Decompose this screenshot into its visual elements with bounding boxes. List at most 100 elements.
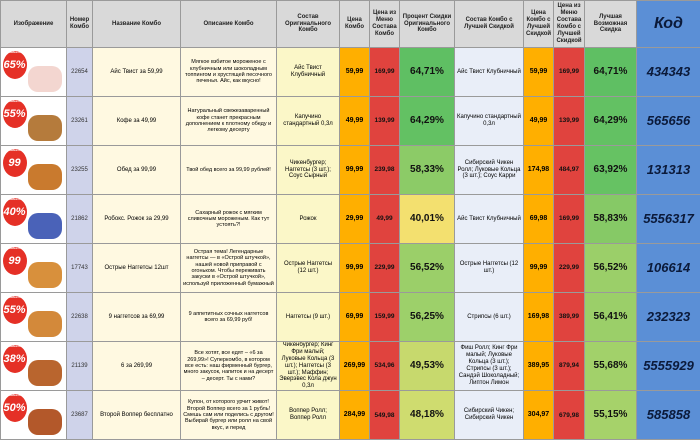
promo-code: 585858	[637, 391, 700, 440]
best-menu-price: 169,99	[554, 195, 585, 244]
promo-code: 5555929	[637, 342, 700, 391]
promo-image: Скидка до 50%	[2, 392, 66, 439]
combo-number: 17743	[67, 244, 93, 293]
promo-code: 106614	[637, 244, 700, 293]
food-image	[28, 213, 62, 239]
best-contents: Айс Твист Клубничный	[455, 195, 524, 244]
badge-value: 50%	[3, 402, 25, 414]
combo-number: 23687	[67, 391, 93, 440]
badge-caption: Скидка до	[3, 344, 27, 349]
best-menu-price: 139,99	[554, 97, 585, 146]
header-orig-discount: Процент Скидки Оригинального Комбо	[400, 1, 455, 48]
header-row: Изображение Номер Комбо Название Комбо О…	[1, 1, 700, 48]
best-price: 69,98	[524, 195, 554, 244]
best-discount: 64,29%	[585, 97, 637, 146]
promo-image: Скидка до 38%	[2, 343, 66, 390]
best-menu-price: 169,99	[554, 48, 585, 97]
menu-price: 159,99	[370, 293, 400, 342]
orig-contents: Воппер Ролл; Воппер Ролл	[277, 391, 340, 440]
combo-price: 69,99	[340, 293, 370, 342]
badge-value: 55%	[3, 108, 25, 120]
header-best-discount: Лучшая Возможная Скидка	[585, 1, 637, 48]
header-code: Код	[637, 1, 700, 48]
menu-price: 534,96	[370, 342, 400, 391]
orig-discount: 64,29%	[400, 97, 455, 146]
badge-value: 99	[8, 255, 20, 267]
header-best-contents: Состав Комбо с Лучшей Скидкой	[455, 1, 524, 48]
best-menu-price: 679,98	[554, 391, 585, 440]
best-contents: Стрипсы (6 шт.)	[455, 293, 524, 342]
header-menu-price: Цена из Меню Состава Комбо	[370, 1, 400, 48]
combo-price: 29,99	[340, 195, 370, 244]
header-best-menu-price: Цена из Меню Состава Комбо с Лучшей Скид…	[554, 1, 585, 48]
combo-name: Второй Воппер бесплатно	[93, 391, 181, 440]
best-price: 389,95	[524, 342, 554, 391]
combo-number: 22654	[67, 48, 93, 97]
best-discount: 58,83%	[585, 195, 637, 244]
food-image	[28, 311, 62, 337]
best-contents: Фиш Ролл; Кинг Фри малый; Луковые Кольца…	[455, 342, 524, 391]
food-image	[28, 115, 62, 141]
orig-discount: 64,71%	[400, 48, 455, 97]
combo-image-cell: Скидка до 38%	[1, 342, 67, 391]
menu-price: 169,99	[370, 48, 400, 97]
badge-value: 99	[8, 157, 20, 169]
menu-price: 549,98	[370, 391, 400, 440]
combo-number: 22638	[67, 293, 93, 342]
best-price: 99,99	[524, 244, 554, 293]
orig-contents: Айс Твист Клубничный	[277, 48, 340, 97]
menu-price: 139,99	[370, 97, 400, 146]
combo-image-cell: Скидка до 99	[1, 244, 67, 293]
badge-caption: Скидка до	[3, 246, 27, 251]
header-price: Цена Комбо	[340, 1, 370, 48]
combo-price: 49,99	[340, 97, 370, 146]
best-menu-price: 389,99	[554, 293, 585, 342]
combo-name: Робокс. Рожок за 29,99	[93, 195, 181, 244]
header-description: Описание Комбо	[181, 1, 277, 48]
combo-name: 9 наггетсов за 69,99	[93, 293, 181, 342]
best-contents: Сибирский Чикен; Сибирский Чикен	[455, 391, 524, 440]
food-image	[28, 360, 62, 386]
orig-discount: 48,18%	[400, 391, 455, 440]
orig-contents: Наггетсы (9 шт.)	[277, 293, 340, 342]
combo-name: 6 за 269,99	[93, 342, 181, 391]
badge-caption: Скидка до	[3, 393, 27, 398]
orig-contents: Рожок	[277, 195, 340, 244]
badge-value: 65%	[3, 59, 25, 71]
promo-code: 131313	[637, 146, 700, 195]
combo-image-cell: Скидка до 50%	[1, 391, 67, 440]
combo-description: Острая тема! Легендарные наггетсы — в «О…	[181, 244, 277, 293]
best-contents: Капучино стандартный 0,3л	[455, 97, 524, 146]
best-price: 169,98	[524, 293, 554, 342]
best-price: 174,98	[524, 146, 554, 195]
food-image	[28, 164, 62, 190]
food-image	[28, 66, 62, 92]
orig-discount: 58,33%	[400, 146, 455, 195]
best-menu-price: 879,94	[554, 342, 585, 391]
header-name: Название Комбо	[93, 1, 181, 48]
badge-caption: Скидка до	[3, 50, 27, 55]
combo-description: Твой обед всего за 99,99 рублей!	[181, 146, 277, 195]
combo-price: 269,99	[340, 342, 370, 391]
combo-price: 99,99	[340, 146, 370, 195]
badge-value: 38%	[3, 353, 25, 365]
discount-badge: Скидка до 99	[3, 247, 27, 275]
menu-price: 49,99	[370, 195, 400, 244]
combo-description: 9 аппетитных сочных наггетсов всего за 6…	[181, 293, 277, 342]
combo-name: Кофе за 49,99	[93, 97, 181, 146]
header-number: Номер Комбо	[67, 1, 93, 48]
combo-name: Айс Твист за 59,99	[93, 48, 181, 97]
orig-contents: Острые Наггетсы (12 шт.)	[277, 244, 340, 293]
discount-badge: Скидка до 38%	[3, 345, 27, 373]
combo-description: Натуральный свежезаваренный кофе станет …	[181, 97, 277, 146]
orig-contents: Чикенбургер; Кинг Фри малый; Луковые Кол…	[277, 342, 340, 391]
